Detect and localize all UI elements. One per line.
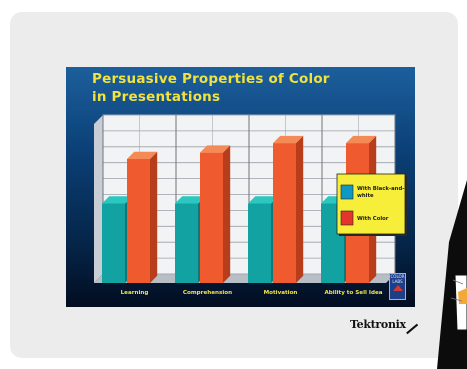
legend-label-black-and-white: With Black-and-white (357, 186, 404, 199)
bar-color-top (346, 135, 377, 144)
bar-black-and-white-top (175, 196, 206, 204)
bar-color-top (200, 145, 231, 153)
bar-color-top (273, 135, 304, 144)
legend-swatch-black-and-white (340, 184, 354, 200)
cartoon-figure-edge (437, 180, 467, 369)
x-axis-tick-label: Ability to Sell Idea (324, 290, 382, 296)
x-axis-tick-label: Comprehension (183, 290, 232, 296)
plot-floor (94, 274, 395, 283)
bar-color-front (200, 152, 223, 283)
chart-title-line1: Persuasive Properties of Color (92, 71, 330, 87)
legend-swatch-color (340, 210, 354, 226)
bar-black-and-white-front (102, 203, 125, 283)
bar-color-side (296, 135, 304, 283)
bar-color-front (273, 143, 296, 283)
bar-black-and-white-top (102, 196, 133, 204)
bar-color-top (127, 151, 158, 159)
bar-color-front (127, 158, 150, 283)
bar-black-and-white-front (175, 203, 198, 283)
bar-black-and-white-front (248, 203, 271, 283)
bar-black-and-white-top (248, 196, 279, 204)
x-axis-tick-label: Learning (121, 290, 149, 296)
plot-side-wall (94, 115, 103, 283)
brand-name: Tektronix (350, 318, 406, 331)
bar-color-side (223, 145, 231, 283)
chart-title-line2: in Presentations (92, 89, 221, 105)
color-labs-logo: COLOR LABS (389, 273, 406, 300)
bar-color-side (150, 151, 158, 283)
legend-label-color: With Color (357, 216, 389, 222)
x-axis-tick-label: Motivation (264, 290, 298, 296)
